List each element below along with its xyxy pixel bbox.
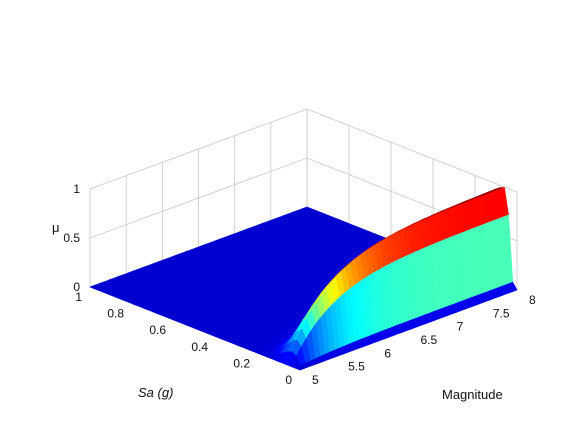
x-tick-label: 1 [75, 290, 82, 304]
y-tick-label: 5.5 [348, 360, 365, 374]
y-tick-label: 8 [529, 293, 536, 307]
x-tick-label: 0.4 [191, 340, 208, 354]
z-tick-label: 0.5 [63, 231, 80, 245]
y-axis-title: Magnitude [442, 387, 503, 402]
x-tick-label: 0.2 [233, 356, 250, 370]
x-tick-label: 0.6 [149, 323, 166, 337]
x-tick-label: 0.8 [107, 307, 124, 321]
grid-line [89, 108, 518, 193]
x-axis-title: Sa (g) [138, 385, 173, 400]
surface-layer [89, 187, 518, 371]
z-tick-label: 1 [73, 182, 80, 196]
z-tick-label: 0 [73, 280, 80, 294]
y-tick-label: 7 [457, 320, 464, 334]
surface-patch [295, 365, 306, 371]
z-axis-title: μ [52, 220, 60, 235]
x-tick-label: 0 [285, 373, 292, 387]
y-tick-label: 6.5 [421, 333, 438, 347]
y-tick-label: 6 [384, 346, 391, 360]
y-tick-label: 7.5 [493, 306, 510, 320]
y-tick-label: 5 [312, 373, 319, 387]
